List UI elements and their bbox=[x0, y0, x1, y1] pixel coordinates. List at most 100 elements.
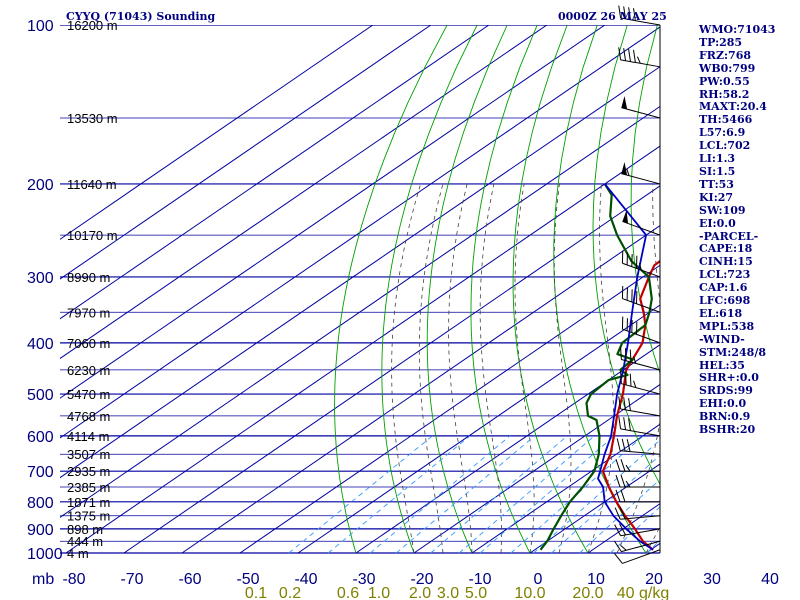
mixing-ratio-line bbox=[327, 435, 471, 554]
mixing-ratio-line bbox=[551, 454, 660, 554]
wind-barb bbox=[614, 523, 661, 537]
height-label: 13530 m bbox=[67, 111, 118, 126]
height-label: 7970 m bbox=[67, 305, 110, 320]
stat-item: -PARCEL- bbox=[699, 229, 759, 243]
height-label: 2935 m bbox=[67, 464, 110, 479]
temperature-tick-label: -30 bbox=[352, 571, 375, 588]
pressure-tick-label: 400 bbox=[27, 336, 54, 353]
wind-barb bbox=[620, 371, 661, 395]
wind-barb bbox=[618, 47, 661, 68]
stat-item: LCL:702 bbox=[699, 139, 751, 153]
stat-item: BSHR:20 bbox=[699, 423, 756, 437]
stat-item: SRDS:99 bbox=[699, 384, 753, 398]
dry-adiabat-line bbox=[334, 25, 448, 554]
wind-barb bbox=[621, 285, 661, 313]
mixing-ratio-tick-label: 5.0 bbox=[465, 585, 487, 600]
stat-item: KI:27 bbox=[699, 190, 734, 204]
mixing-ratio-tick-label: 0.6 bbox=[337, 585, 359, 600]
stat-item: WMO:71043 bbox=[699, 23, 776, 36]
isotherm-line bbox=[355, 344, 660, 554]
mixing-ratio-tick-label: 3.0 bbox=[437, 585, 459, 600]
stat-item: TH:5466 bbox=[699, 113, 753, 127]
height-label: 3507 m bbox=[67, 447, 110, 462]
isotherm-line bbox=[239, 264, 660, 554]
height-label: 8990 m bbox=[67, 270, 110, 285]
stat-item: PW:0.55 bbox=[699, 74, 750, 88]
mixing-ratio-line bbox=[740, 436, 800, 553]
parcel-line bbox=[597, 183, 654, 551]
moist-adiabat-line bbox=[391, 183, 422, 554]
stat-item: LCL:723 bbox=[699, 268, 751, 282]
moist-adiabat-line bbox=[514, 183, 535, 554]
mixing-ratio-tick-label: 2.0 bbox=[409, 585, 431, 600]
mixing-ratio-line bbox=[370, 435, 511, 554]
isotherm-line bbox=[413, 383, 660, 554]
dry-adiabat-line bbox=[381, 25, 478, 554]
isotherm-line bbox=[471, 423, 660, 554]
pressure-tick-label: 700 bbox=[27, 464, 54, 481]
stats-panel: WMO:71043 TP:285 FRZ:768 WB0:799 PW:0.55 RH:5… bbox=[699, 23, 799, 437]
dry-adiabat-line bbox=[512, 25, 589, 554]
stat-item: SW:109 bbox=[699, 203, 746, 217]
moist-adiabat-line bbox=[448, 183, 473, 553]
stat-item: EL:618 bbox=[699, 306, 743, 320]
stat-item: RH:58.2 bbox=[699, 87, 750, 101]
pressure-tick-label: 300 bbox=[27, 270, 54, 287]
pressure-tick-label: 200 bbox=[27, 177, 54, 194]
mixing-ratio-line bbox=[712, 436, 800, 553]
height-label: 5470 m bbox=[67, 387, 110, 402]
temperature-tick-label: -80 bbox=[62, 571, 85, 588]
stat-item: LI:1.3 bbox=[699, 152, 736, 166]
moist-adiabat-line bbox=[418, 183, 444, 554]
moist-adiabat-line bbox=[553, 183, 572, 554]
isotherm-line bbox=[529, 463, 660, 554]
stat-item: EHI:0.0 bbox=[699, 397, 747, 411]
dry-adiabat-line bbox=[426, 25, 508, 554]
temperature-tick-label: -50 bbox=[236, 571, 259, 588]
stat-item: STM:248/8 bbox=[699, 345, 766, 359]
isotherm-line bbox=[60, 26, 660, 439]
isotherm-line bbox=[60, 25, 548, 360]
stat-item: BRN:0.9 bbox=[699, 410, 751, 424]
height-label: 1871 m bbox=[67, 495, 110, 510]
wind-barb bbox=[622, 210, 661, 236]
stat-item: LFC:698 bbox=[699, 294, 751, 308]
moist-adiabat-line bbox=[479, 183, 503, 554]
wind-barb bbox=[621, 316, 661, 344]
mixing-ratio-line bbox=[396, 435, 535, 554]
mixing-ratio-line bbox=[673, 436, 796, 553]
temperature-tick-label: 40 bbox=[761, 571, 779, 588]
isotherm-line bbox=[123, 185, 660, 554]
stat-item: EI:0.0 bbox=[699, 216, 736, 230]
stat-item: CAPE:18 bbox=[699, 242, 753, 256]
height-label: 444 m bbox=[67, 534, 103, 549]
temperature-tick-label: -40 bbox=[294, 571, 317, 588]
stat-item: MPL:538 bbox=[699, 319, 755, 333]
stat-item: TP:285 bbox=[699, 35, 743, 49]
stat-item: FRZ:768 bbox=[699, 48, 752, 62]
isotherm-line bbox=[60, 25, 374, 240]
wind-barb bbox=[621, 250, 661, 278]
stat-item: WB0:799 bbox=[699, 61, 756, 75]
isotherm-line bbox=[60, 25, 490, 320]
mixing-ratio-tick-label: 1.0 bbox=[368, 585, 390, 600]
height-label: 16200 m bbox=[67, 18, 118, 33]
stat-item: CAP:1.6 bbox=[699, 281, 748, 295]
mixing-ratio-line bbox=[533, 439, 660, 554]
chart-timestamp: 0000Z 26 MAY 25 bbox=[558, 10, 667, 23]
height-label: 11640 m bbox=[67, 177, 117, 192]
mixing-ratio-tick-label: 10.0 bbox=[514, 585, 545, 600]
temperature-line bbox=[601, 259, 660, 551]
height-label: 1375 m bbox=[67, 509, 110, 524]
isotherm-line bbox=[60, 66, 660, 479]
mixing-ratio-tick-label: 40 g/kg bbox=[617, 585, 669, 600]
pressure-tick-label: 100 bbox=[27, 18, 54, 35]
mixing-ratio-line bbox=[646, 539, 660, 554]
isotherm-line bbox=[60, 25, 432, 280]
dry-adiabat-line bbox=[592, 25, 660, 486]
stat-item: -WIND- bbox=[699, 332, 745, 346]
wind-barb bbox=[616, 438, 661, 455]
height-label: 6230 m bbox=[67, 363, 110, 378]
